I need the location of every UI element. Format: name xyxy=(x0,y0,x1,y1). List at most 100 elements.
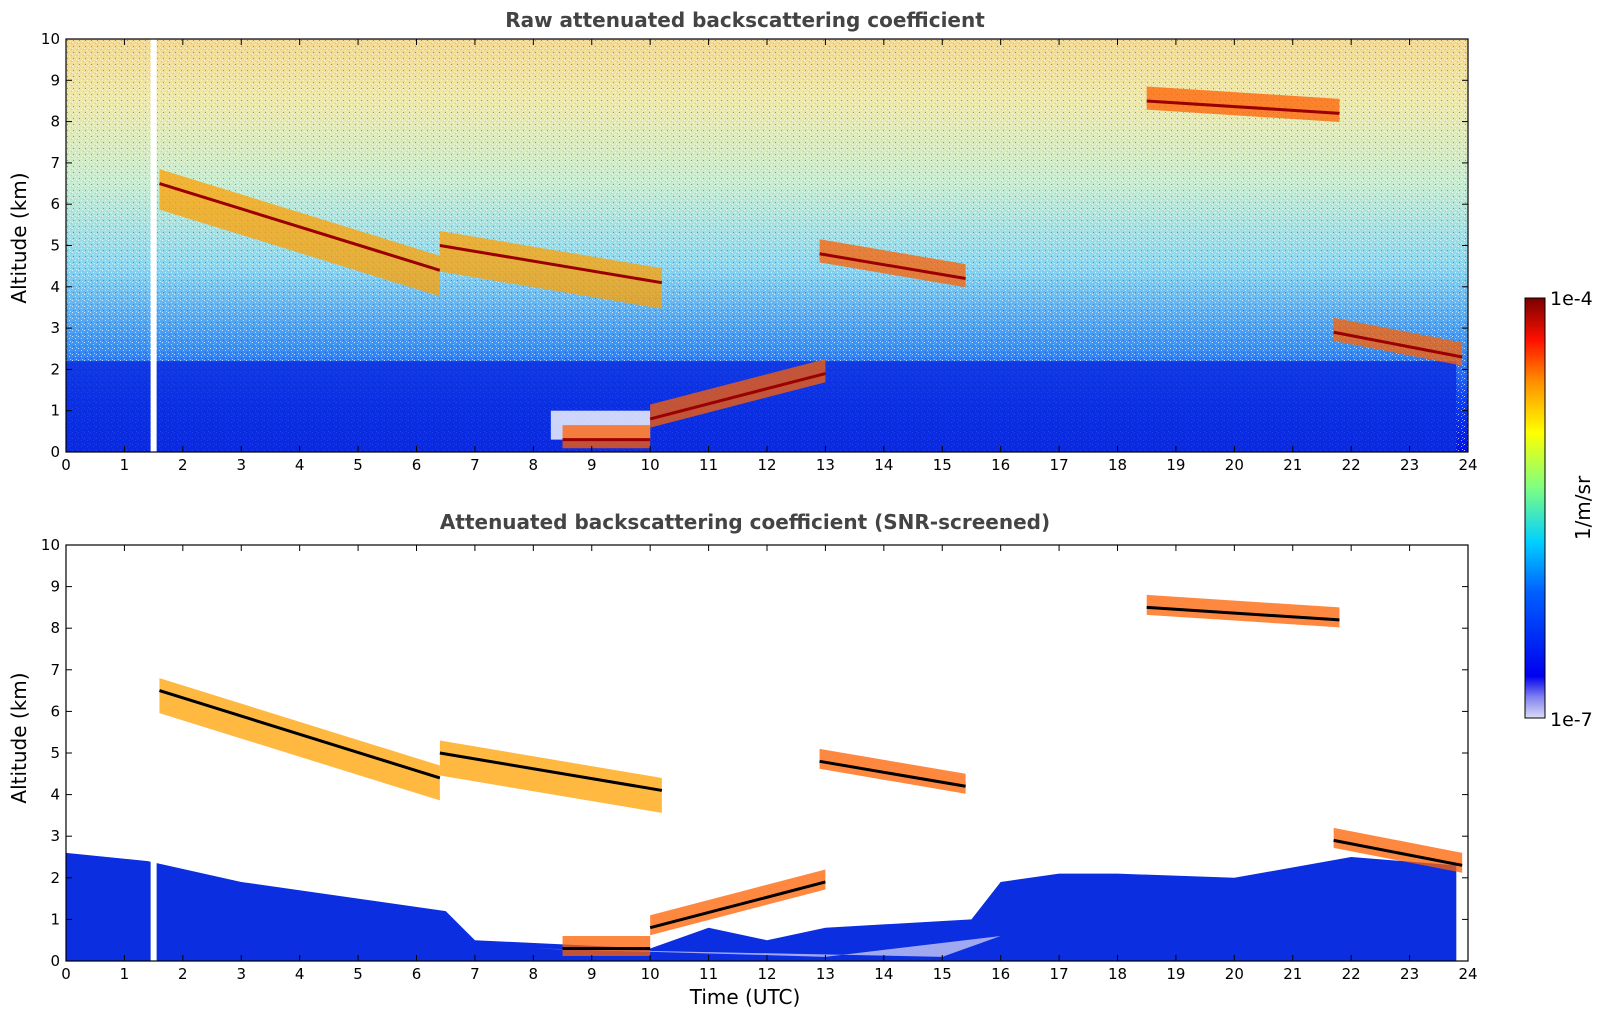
y-tick-label: 4 xyxy=(50,786,60,804)
x-tick-label: 18 xyxy=(1108,456,1127,474)
colorbar: 1e-4 1e-7 1/m/sr xyxy=(1524,288,1595,731)
x-tick-label: 20 xyxy=(1225,965,1244,983)
y-tick-label: 6 xyxy=(50,195,60,213)
y-axis-label: Altitude (km) xyxy=(7,172,31,303)
x-tick-label: 7 xyxy=(470,965,480,983)
x-tick-label: 13 xyxy=(816,965,835,983)
cloud-layer xyxy=(1146,594,1340,628)
y-tick-label: 0 xyxy=(50,952,60,970)
x-tick-label: 16 xyxy=(991,456,1010,474)
cloud-layer-core xyxy=(1333,838,1463,867)
y-tick-label: 8 xyxy=(50,619,60,637)
colorbar-gradient xyxy=(1524,297,1546,719)
cloud-layer-core xyxy=(1146,99,1340,115)
x-tick-label: 3 xyxy=(236,456,246,474)
cloud-layer-core xyxy=(159,182,441,272)
x-tick-label: 18 xyxy=(1108,965,1127,983)
x-tick-label: 3 xyxy=(236,965,246,983)
x-tick-label: 12 xyxy=(757,965,776,983)
x-tick-label: 2 xyxy=(178,965,188,983)
y-tick-label: 7 xyxy=(50,661,60,679)
cloud-layer xyxy=(1333,827,1463,873)
y-tick-label: 5 xyxy=(50,237,60,255)
x-tick-label: 7 xyxy=(470,456,480,474)
y-tick-label: 1 xyxy=(50,402,60,420)
colorbar-max-label: 1e-4 xyxy=(1550,288,1593,310)
x-tick-label: 12 xyxy=(757,456,776,474)
plot-area: 0 1 2 3 4 5 6 7 8 9 10 11 12 13 14 15 16 17 18 19 20 21 22 23 24… xyxy=(41,30,1478,474)
colorbar-label: 1/m/sr xyxy=(1571,475,1595,540)
plot-area: 0 1 2 3 4 5 6 7 8 9 10 11 12 13 14 15 16 17 18 19 20 21 22 23 24… xyxy=(41,536,1478,983)
x-tick-label: 22 xyxy=(1342,456,1361,474)
x-tick-label: 15 xyxy=(933,456,952,474)
x-tick-label: 17 xyxy=(1050,456,1069,474)
y-tick-label: 2 xyxy=(50,360,60,378)
x-tick-label: 21 xyxy=(1283,456,1302,474)
y-tick-label: 6 xyxy=(50,702,60,720)
x-tick-label: 15 xyxy=(933,965,952,983)
cloud-layer-core xyxy=(819,252,966,281)
x-tick-label: 19 xyxy=(1166,965,1185,983)
y-tick-label: 4 xyxy=(50,278,60,296)
panel-snr-screened: Attenuated backscattering coefficient (S… xyxy=(7,510,1478,1009)
cloud-layer-core xyxy=(1333,330,1463,359)
x-tick-label: 20 xyxy=(1225,456,1244,474)
x-tick-label: 5 xyxy=(353,965,363,983)
y-axis-label: Altitude (km) xyxy=(7,672,31,803)
x-tick-label: 0 xyxy=(61,456,71,474)
x-tick-label: 14 xyxy=(874,965,893,983)
cloud-layer xyxy=(1146,86,1340,123)
x-tick-label: 11 xyxy=(699,456,718,474)
x-tick-label: 23 xyxy=(1400,456,1419,474)
x-tick-label: 2 xyxy=(178,456,188,474)
x-tick-label: 24 xyxy=(1458,456,1477,474)
y-tick-label: 1 xyxy=(50,910,60,928)
chart-title: Raw attenuated backscattering coefficien… xyxy=(505,8,985,32)
x-tick-label: 17 xyxy=(1050,965,1069,983)
y-tick-label: 2 xyxy=(50,869,60,887)
y-tick-label: 3 xyxy=(50,319,60,337)
x-tick-label: 6 xyxy=(412,965,422,983)
y-tick-label: 9 xyxy=(50,578,60,596)
x-tick-label: 6 xyxy=(412,456,422,474)
x-tick-label: 4 xyxy=(295,965,305,983)
cloud-layer-core xyxy=(439,751,663,792)
cloud-layer-core xyxy=(1146,605,1340,622)
y-tick-label: 8 xyxy=(50,113,60,131)
x-tick-label: 14 xyxy=(874,456,893,474)
cloud-layer-core xyxy=(819,759,966,788)
cloud-layer xyxy=(819,748,966,794)
y-tick-label: 0 xyxy=(50,443,60,461)
y-tick-label: 7 xyxy=(50,154,60,172)
x-tick-label: 9 xyxy=(587,456,597,474)
panel-raw: Raw attenuated backscattering coefficien… xyxy=(7,8,1478,474)
cloud-layer xyxy=(439,740,662,813)
data-gap xyxy=(150,39,157,452)
x-tick-label: 5 xyxy=(353,456,363,474)
y-tick-label: 10 xyxy=(41,30,60,48)
x-tick-label: 24 xyxy=(1458,965,1477,983)
cloud-layer xyxy=(439,231,662,309)
x-tick-label: 9 xyxy=(587,965,597,983)
x-tick-label: 21 xyxy=(1283,965,1302,983)
cloud-layer xyxy=(650,869,826,936)
x-tick-label: 13 xyxy=(816,456,835,474)
data-gap xyxy=(150,545,157,961)
cloud-layer-core xyxy=(439,244,663,285)
chart-title: Attenuated backscattering coefficient (S… xyxy=(440,510,1050,534)
cloud-layer xyxy=(650,359,826,428)
x-tick-label: 8 xyxy=(529,965,539,983)
cloud-layer-core xyxy=(649,880,826,930)
cloud-layer-core xyxy=(159,689,441,780)
cloud-layer xyxy=(819,239,966,288)
boundary-layer-band xyxy=(66,361,1457,452)
x-tick-label: 11 xyxy=(699,965,718,983)
colorbar-min-label: 1e-7 xyxy=(1550,709,1593,731)
x-tick-label: 16 xyxy=(991,965,1010,983)
x-tick-label: 19 xyxy=(1166,456,1185,474)
x-tick-label: 8 xyxy=(529,456,539,474)
x-tick-label: 10 xyxy=(641,456,660,474)
x-tick-label: 4 xyxy=(295,456,305,474)
cloud-layer xyxy=(562,425,651,449)
